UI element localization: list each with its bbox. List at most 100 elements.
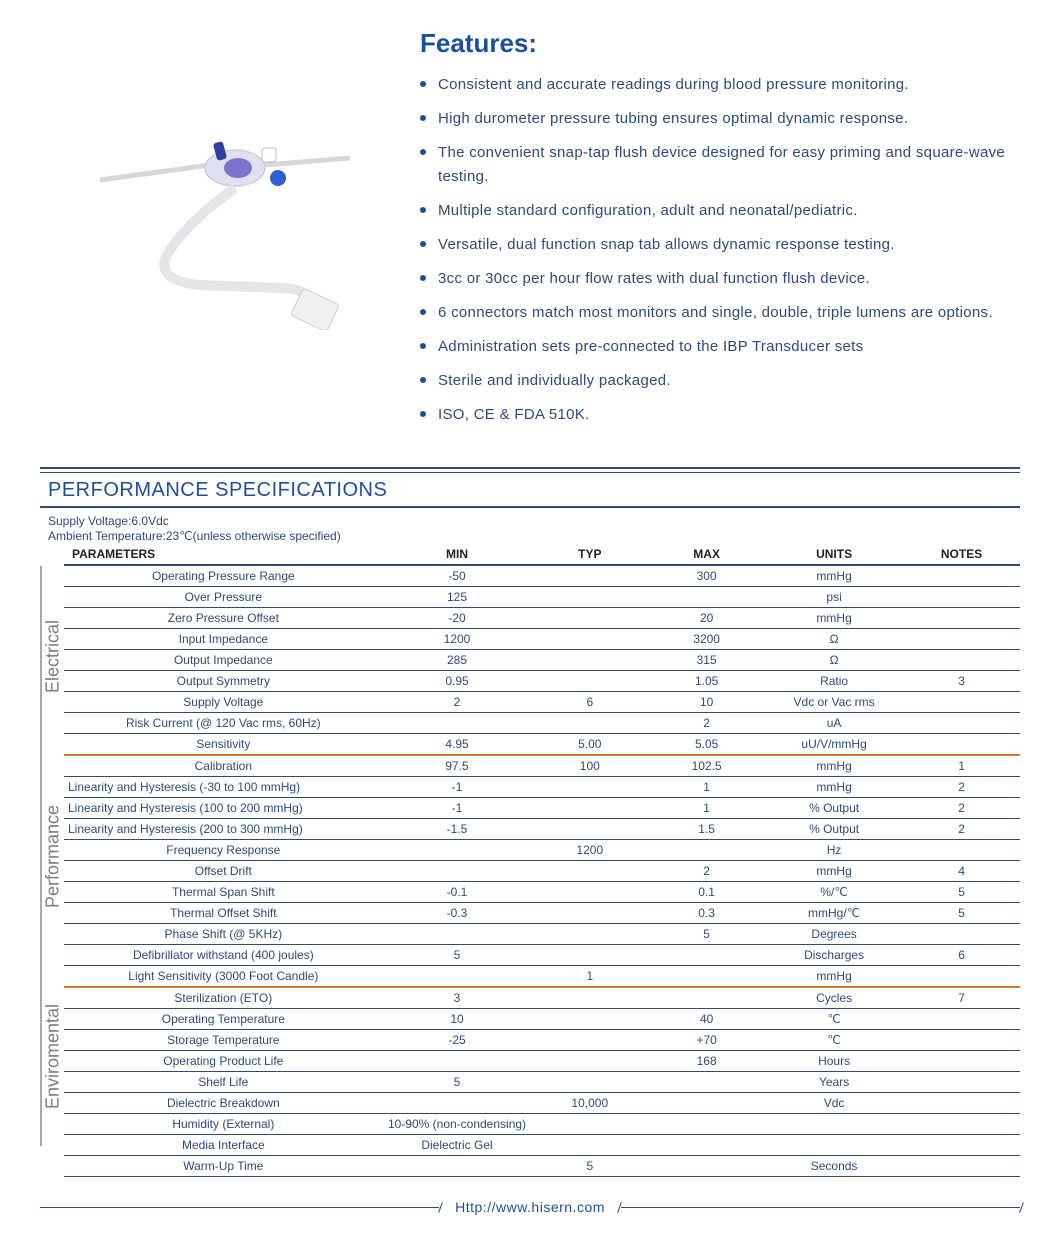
cell-units: mmHg/℃ [765, 903, 903, 924]
cell-notes: 2 [903, 777, 1020, 798]
cell-typ [531, 945, 648, 966]
cell-min: 97.5 [383, 755, 532, 777]
cell-param: Sensitivity [64, 734, 383, 756]
cell-min: 3 [383, 987, 532, 1009]
cell-notes: 1 [903, 755, 1020, 777]
cell-max [648, 1114, 765, 1135]
cell-max: 315 [648, 650, 765, 671]
cell-param: Thermal Offset Shift [64, 903, 383, 924]
spec-condition-2: Ambient Temperature:23℃(unless otherwise… [40, 529, 1020, 543]
cell-typ [531, 1114, 648, 1135]
cell-notes [903, 692, 1020, 713]
cell-min: 1200 [383, 629, 532, 650]
cell-min [383, 1156, 532, 1177]
cell-param: Calibration [64, 755, 383, 777]
cell-units: Ω [765, 650, 903, 671]
table-row: Over Pressure125psi [64, 587, 1020, 608]
cell-typ [531, 713, 648, 734]
cell-notes: 7 [903, 987, 1020, 1009]
cell-units: Degrees [765, 924, 903, 945]
cell-typ [531, 924, 648, 945]
cell-min: 285 [383, 650, 532, 671]
cell-typ: 1 [531, 966, 648, 988]
top-section: Features: Consistent and accurate readin… [40, 20, 1020, 437]
cell-max: 10 [648, 692, 765, 713]
cell-max: 300 [648, 565, 765, 587]
cell-min: -50 [383, 565, 532, 587]
cell-param: Risk Current (@ 120 Vac rms, 60Hz) [64, 713, 383, 734]
cell-min: -0.1 [383, 882, 532, 903]
cell-typ: 10,000 [531, 1093, 648, 1114]
cell-max [648, 840, 765, 861]
cell-notes [903, 734, 1020, 756]
cell-param: Linearity and Hysteresis (100 to 200 mmH… [64, 798, 383, 819]
table-row: Defibrillator withstand (400 joules)5Dis… [64, 945, 1020, 966]
features-title: Features: [420, 28, 1010, 59]
cell-notes [903, 1156, 1020, 1177]
section-labels: ElectricalPerformanceEnviromental [40, 544, 64, 1177]
cell-units [765, 1114, 903, 1135]
cell-min: 10-90% (non-condensing) [383, 1114, 532, 1135]
cell-min: Dielectric Gel [383, 1135, 532, 1156]
product-image [80, 60, 380, 340]
spec-table: PARAMETERS MIN TYP MAX UNITS NOTES Opera… [64, 544, 1020, 1177]
table-row: Operating Pressure Range-50300mmHg [64, 565, 1020, 587]
cell-param: Storage Temperature [64, 1030, 383, 1051]
cell-min: -1 [383, 777, 532, 798]
cell-param: Offset Drift [64, 861, 383, 882]
cell-min [383, 713, 532, 734]
cell-units: Vdc [765, 1093, 903, 1114]
cell-units: Ω [765, 629, 903, 650]
double-rule [40, 467, 1020, 473]
cell-units: mmHg [765, 861, 903, 882]
cell-typ [531, 1030, 648, 1051]
cell-units: Vdc or Vac rms [765, 692, 903, 713]
cell-param: Linearity and Hysteresis (200 to 300 mmH… [64, 819, 383, 840]
cell-max [648, 987, 765, 1009]
cell-min: 5 [383, 1072, 532, 1093]
table-row: Calibration97.5100102.5mmHg1 [64, 755, 1020, 777]
cell-max: 5 [648, 924, 765, 945]
cell-param: Output Impedance [64, 650, 383, 671]
cell-units: % Output [765, 819, 903, 840]
cell-typ [531, 1051, 648, 1072]
cell-min: -20 [383, 608, 532, 629]
spec-table-wrap: ElectricalPerformanceEnviromental PARAME… [40, 544, 1020, 1177]
table-row: Linearity and Hysteresis (-30 to 100 mmH… [64, 777, 1020, 798]
cell-units: Hours [765, 1051, 903, 1072]
cell-typ [531, 777, 648, 798]
page: Features: Consistent and accurate readin… [0, 0, 1060, 1245]
cell-typ [531, 1135, 648, 1156]
cell-typ: 5.00 [531, 734, 648, 756]
cell-typ [531, 565, 648, 587]
cell-max: 1.5 [648, 819, 765, 840]
spec-section: PERFORMANCE SPECIFICATIONS Supply Voltag… [40, 467, 1020, 1215]
cell-max [648, 1093, 765, 1114]
cell-units: Ratio [765, 671, 903, 692]
cell-min [383, 861, 532, 882]
section-label: Electrical [40, 566, 64, 746]
footer-url[interactable]: Http://www.hisern.com [451, 1199, 609, 1215]
feature-item: ISO, CE & FDA 510K. [420, 403, 1010, 427]
cell-notes [903, 840, 1020, 861]
cell-param: Operating Temperature [64, 1009, 383, 1030]
cell-units: %/℃ [765, 882, 903, 903]
cell-min [383, 966, 532, 988]
cell-units: mmHg [765, 777, 903, 798]
cell-max: 20 [648, 608, 765, 629]
cell-typ [531, 861, 648, 882]
cell-notes [903, 1135, 1020, 1156]
hdr-max: MAX [648, 544, 765, 565]
table-row: Input Impedance12003200Ω [64, 629, 1020, 650]
cell-notes [903, 565, 1020, 587]
cell-min: -25 [383, 1030, 532, 1051]
hdr-units: UNITS [765, 544, 903, 565]
cell-param: Shelf Life [64, 1072, 383, 1093]
cell-max: 5.05 [648, 734, 765, 756]
table-row: Media InterfaceDielectric Gel [64, 1135, 1020, 1156]
cell-notes [903, 1114, 1020, 1135]
cell-notes [903, 713, 1020, 734]
footer-line [40, 1207, 439, 1208]
cell-typ [531, 819, 648, 840]
cell-typ: 6 [531, 692, 648, 713]
